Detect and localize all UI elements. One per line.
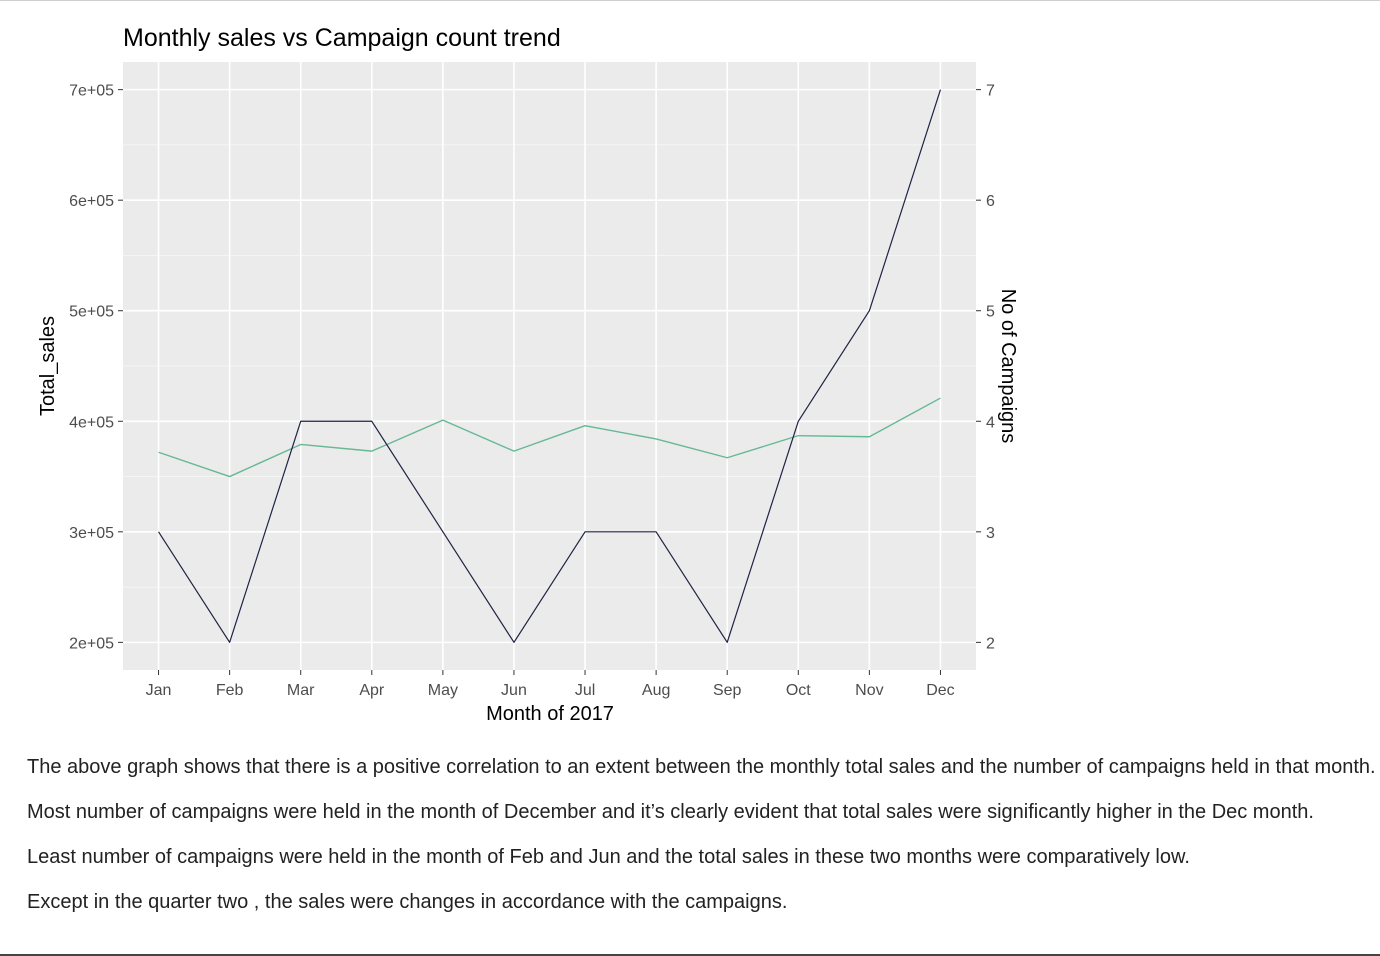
y2-tick-label: 4 bbox=[986, 414, 995, 431]
y-axis-title: Total_sales bbox=[37, 316, 59, 416]
y2-tick-label: 5 bbox=[986, 304, 995, 321]
x-axis-title: Month of 2017 bbox=[486, 703, 614, 725]
x-tick-label: Jul bbox=[575, 682, 595, 699]
x-tick-label: Mar bbox=[287, 682, 315, 699]
axes: 2e+05 3e+05 4e+05 5e+05 6e+05 7e+05 2 3 4 5 6 7 Jan F… bbox=[69, 83, 995, 699]
x-tick-label: Sep bbox=[713, 682, 742, 699]
y-tick-label: 6e+05 bbox=[69, 193, 114, 210]
x-tick-label: Feb bbox=[216, 682, 244, 699]
campaign-count-line bbox=[158, 89, 942, 643]
grid-lines bbox=[123, 62, 976, 670]
chart-title: Monthly sales vs Campaign count trend bbox=[123, 24, 561, 52]
y2-tick-label: 2 bbox=[986, 635, 995, 652]
y-tick-label: 5e+05 bbox=[69, 304, 114, 321]
y2-tick-label: 3 bbox=[986, 525, 995, 542]
top-divider bbox=[0, 0, 1380, 1]
x-tick-label: May bbox=[428, 682, 458, 699]
paragraph-feb-jun: Least number of campaigns were held in t… bbox=[27, 846, 1190, 868]
y2-tick-label: 6 bbox=[986, 193, 995, 210]
x-tick-label: Oct bbox=[786, 682, 811, 699]
x-tick-label: Apr bbox=[359, 682, 385, 699]
y-tick-label: 7e+05 bbox=[69, 83, 114, 100]
y2-tick-label: 7 bbox=[986, 83, 995, 100]
x-tick-label: Nov bbox=[855, 682, 883, 699]
series-layer bbox=[158, 89, 942, 643]
bottom-divider bbox=[0, 954, 1380, 956]
y2-axis-title: No of Campaigns bbox=[997, 289, 1019, 444]
analysis-text: The above graph shows that there is a po… bbox=[27, 752, 1380, 932]
y-tick-label: 2e+05 bbox=[69, 635, 114, 652]
paragraph-quarter-two: Except in the quarter two , the sales we… bbox=[27, 891, 788, 913]
y-tick-label: 4e+05 bbox=[69, 414, 114, 431]
sales-campaign-chart: Monthly sales vs Campaign count trend 2e… bbox=[37, 24, 1019, 725]
paragraph-december: Most number of campaigns were held in th… bbox=[27, 801, 1314, 823]
y-tick-label: 3e+05 bbox=[69, 525, 114, 542]
x-tick-label: Aug bbox=[642, 682, 670, 699]
paragraph-correlation: The above graph shows that there is a po… bbox=[27, 756, 1376, 778]
x-tick-label: Dec bbox=[926, 682, 954, 699]
total-sales-line bbox=[158, 397, 941, 478]
x-tick-label: Jun bbox=[501, 682, 527, 699]
x-tick-label: Jan bbox=[146, 682, 172, 699]
